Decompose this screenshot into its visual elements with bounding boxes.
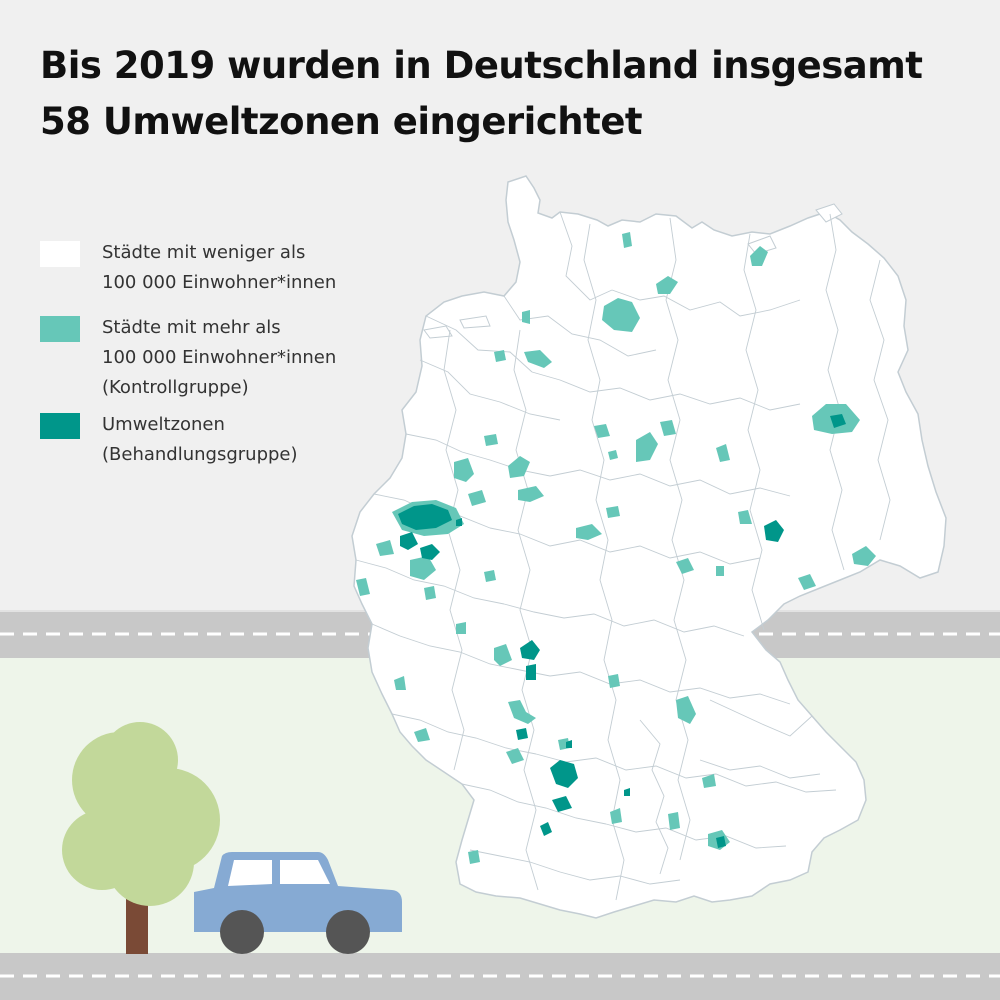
germany-map — [351, 175, 947, 919]
city-rostock — [750, 246, 768, 266]
city-jena — [716, 566, 724, 576]
city-wuerzburg — [608, 674, 620, 688]
city-osnabrueck — [484, 434, 498, 446]
legend-line: (Behandlungsgruppe) — [102, 444, 298, 465]
city-freiburg — [468, 850, 480, 864]
city-saarbruecken — [414, 728, 430, 742]
city-moenchengladbach — [376, 540, 394, 556]
city-salzgitter — [636, 432, 658, 462]
lower-road — [0, 953, 1000, 1000]
zone-heidelberg — [566, 740, 572, 748]
zone-koeln — [420, 544, 440, 560]
city-goettingen — [606, 506, 620, 518]
legend-line: Städte mit mehr als — [102, 317, 281, 338]
legend-line: Städte mit weniger als — [102, 242, 306, 263]
zone-wuppertal — [456, 518, 462, 526]
city-aachen — [356, 578, 370, 596]
zone-berlin — [830, 414, 846, 428]
treatment-group-cities — [398, 414, 846, 848]
island — [747, 235, 777, 255]
city-trier — [394, 676, 406, 690]
city-karlsruhe — [506, 748, 524, 764]
legend-line: 100 000 Einwohner*innen — [102, 272, 337, 293]
legend-line: Umweltzonen — [102, 414, 225, 435]
legend-label: Umweltzonen (Behandlungsgruppe) — [102, 410, 298, 470]
car-icon — [194, 852, 402, 954]
city-regensburg — [702, 774, 716, 788]
zone-frankfurt — [520, 640, 540, 660]
city-braunschweig — [660, 420, 676, 436]
city-koblenz — [424, 586, 436, 600]
island — [423, 325, 453, 339]
city-siegen — [484, 570, 496, 582]
zone-darmstadt — [526, 664, 536, 680]
germany-outline — [351, 175, 947, 919]
zone-pforzheim — [540, 822, 552, 836]
legend-swatch-white — [40, 241, 80, 267]
city-oldenburg — [494, 350, 506, 362]
district-borders — [355, 211, 891, 901]
city-bremen — [524, 350, 552, 368]
island — [815, 203, 843, 223]
zone-leipzig — [764, 520, 784, 542]
zone-muenchen — [716, 836, 726, 848]
legend-line: 100 000 Einwohner*innen — [102, 347, 337, 368]
legend-swatch-dark-teal — [40, 413, 80, 439]
city-bremerhaven — [522, 310, 530, 324]
city-mainz — [456, 622, 466, 634]
city-wolfsburg — [716, 444, 730, 462]
control-group-cities — [356, 232, 876, 864]
city-hamburg — [602, 298, 640, 332]
zone-reutlingen — [552, 796, 572, 812]
legend-swatch-light-teal — [40, 316, 80, 342]
zone-stuttgart — [550, 760, 578, 788]
city-kaiserslautern — [508, 700, 536, 724]
city-kassel — [576, 524, 602, 540]
legend-label: Städte mit weniger als 100 000 Einwohner… — [102, 238, 336, 298]
legend-label: Städte mit mehr als 100 000 Einwohner*in… — [102, 313, 336, 403]
city-wiesbaden — [494, 644, 512, 666]
title-line-1: Bis 2019 wurden in Deutschland insgesamt — [40, 44, 923, 87]
city-hildesheim — [608, 450, 618, 460]
city-augsburg — [668, 812, 680, 830]
island — [459, 315, 491, 329]
zone-neu-ulm — [624, 788, 630, 796]
city-kiel — [622, 232, 632, 248]
city-dresden — [798, 574, 816, 590]
zone-mannheim — [516, 728, 528, 740]
city-hannover — [594, 424, 610, 438]
city-halle — [852, 546, 876, 566]
zone-ruhr — [398, 504, 452, 530]
page-title: Bis 2019 wurden in Deutschland insgesamt… — [40, 38, 940, 150]
city-paderborn — [518, 486, 544, 502]
city-bielefeld — [508, 456, 530, 478]
tree-icon — [62, 722, 220, 954]
city-erlangen — [676, 696, 696, 724]
city-hamm — [468, 490, 486, 506]
city-ulm — [610, 808, 622, 824]
city-luebeck — [656, 276, 678, 294]
title-line-2: 58 Umweltzonen eingerichtet — [40, 100, 643, 143]
city-muenster — [454, 458, 474, 482]
city-magdeburg — [738, 510, 752, 524]
zone-duesseldorf — [400, 532, 418, 550]
legend-line: (Kontrollgruppe) — [102, 377, 249, 398]
city-erfurt — [676, 558, 694, 574]
city-bonn — [410, 556, 436, 580]
